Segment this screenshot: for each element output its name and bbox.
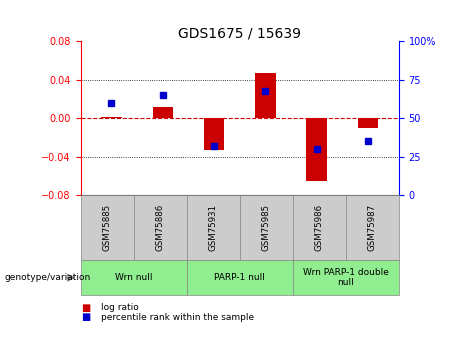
Text: GSM75885: GSM75885	[103, 204, 112, 251]
Text: GSM75987: GSM75987	[368, 204, 377, 251]
Bar	[101, 117, 122, 118]
Bar	[153, 107, 173, 118]
Text: percentile rank within the sample: percentile rank within the sample	[101, 313, 254, 322]
Text: GSM75931: GSM75931	[209, 204, 218, 251]
Bar	[255, 73, 276, 118]
Text: GSM75986: GSM75986	[315, 204, 324, 251]
Text: Wrn null: Wrn null	[115, 273, 153, 282]
Bar	[307, 118, 327, 180]
Text: Wrn PARP-1 double
null: Wrn PARP-1 double null	[303, 268, 389, 287]
Text: PARP-1 null: PARP-1 null	[214, 273, 265, 282]
Title: GDS1675 / 15639: GDS1675 / 15639	[178, 26, 301, 40]
Text: log ratio: log ratio	[101, 303, 139, 312]
Text: ■: ■	[81, 303, 90, 313]
Text: GSM75985: GSM75985	[262, 204, 271, 251]
Text: genotype/variation: genotype/variation	[5, 273, 91, 282]
Text: GSM75886: GSM75886	[156, 204, 165, 251]
Bar	[358, 118, 378, 128]
Bar	[204, 118, 225, 150]
Text: ■: ■	[81, 313, 90, 322]
